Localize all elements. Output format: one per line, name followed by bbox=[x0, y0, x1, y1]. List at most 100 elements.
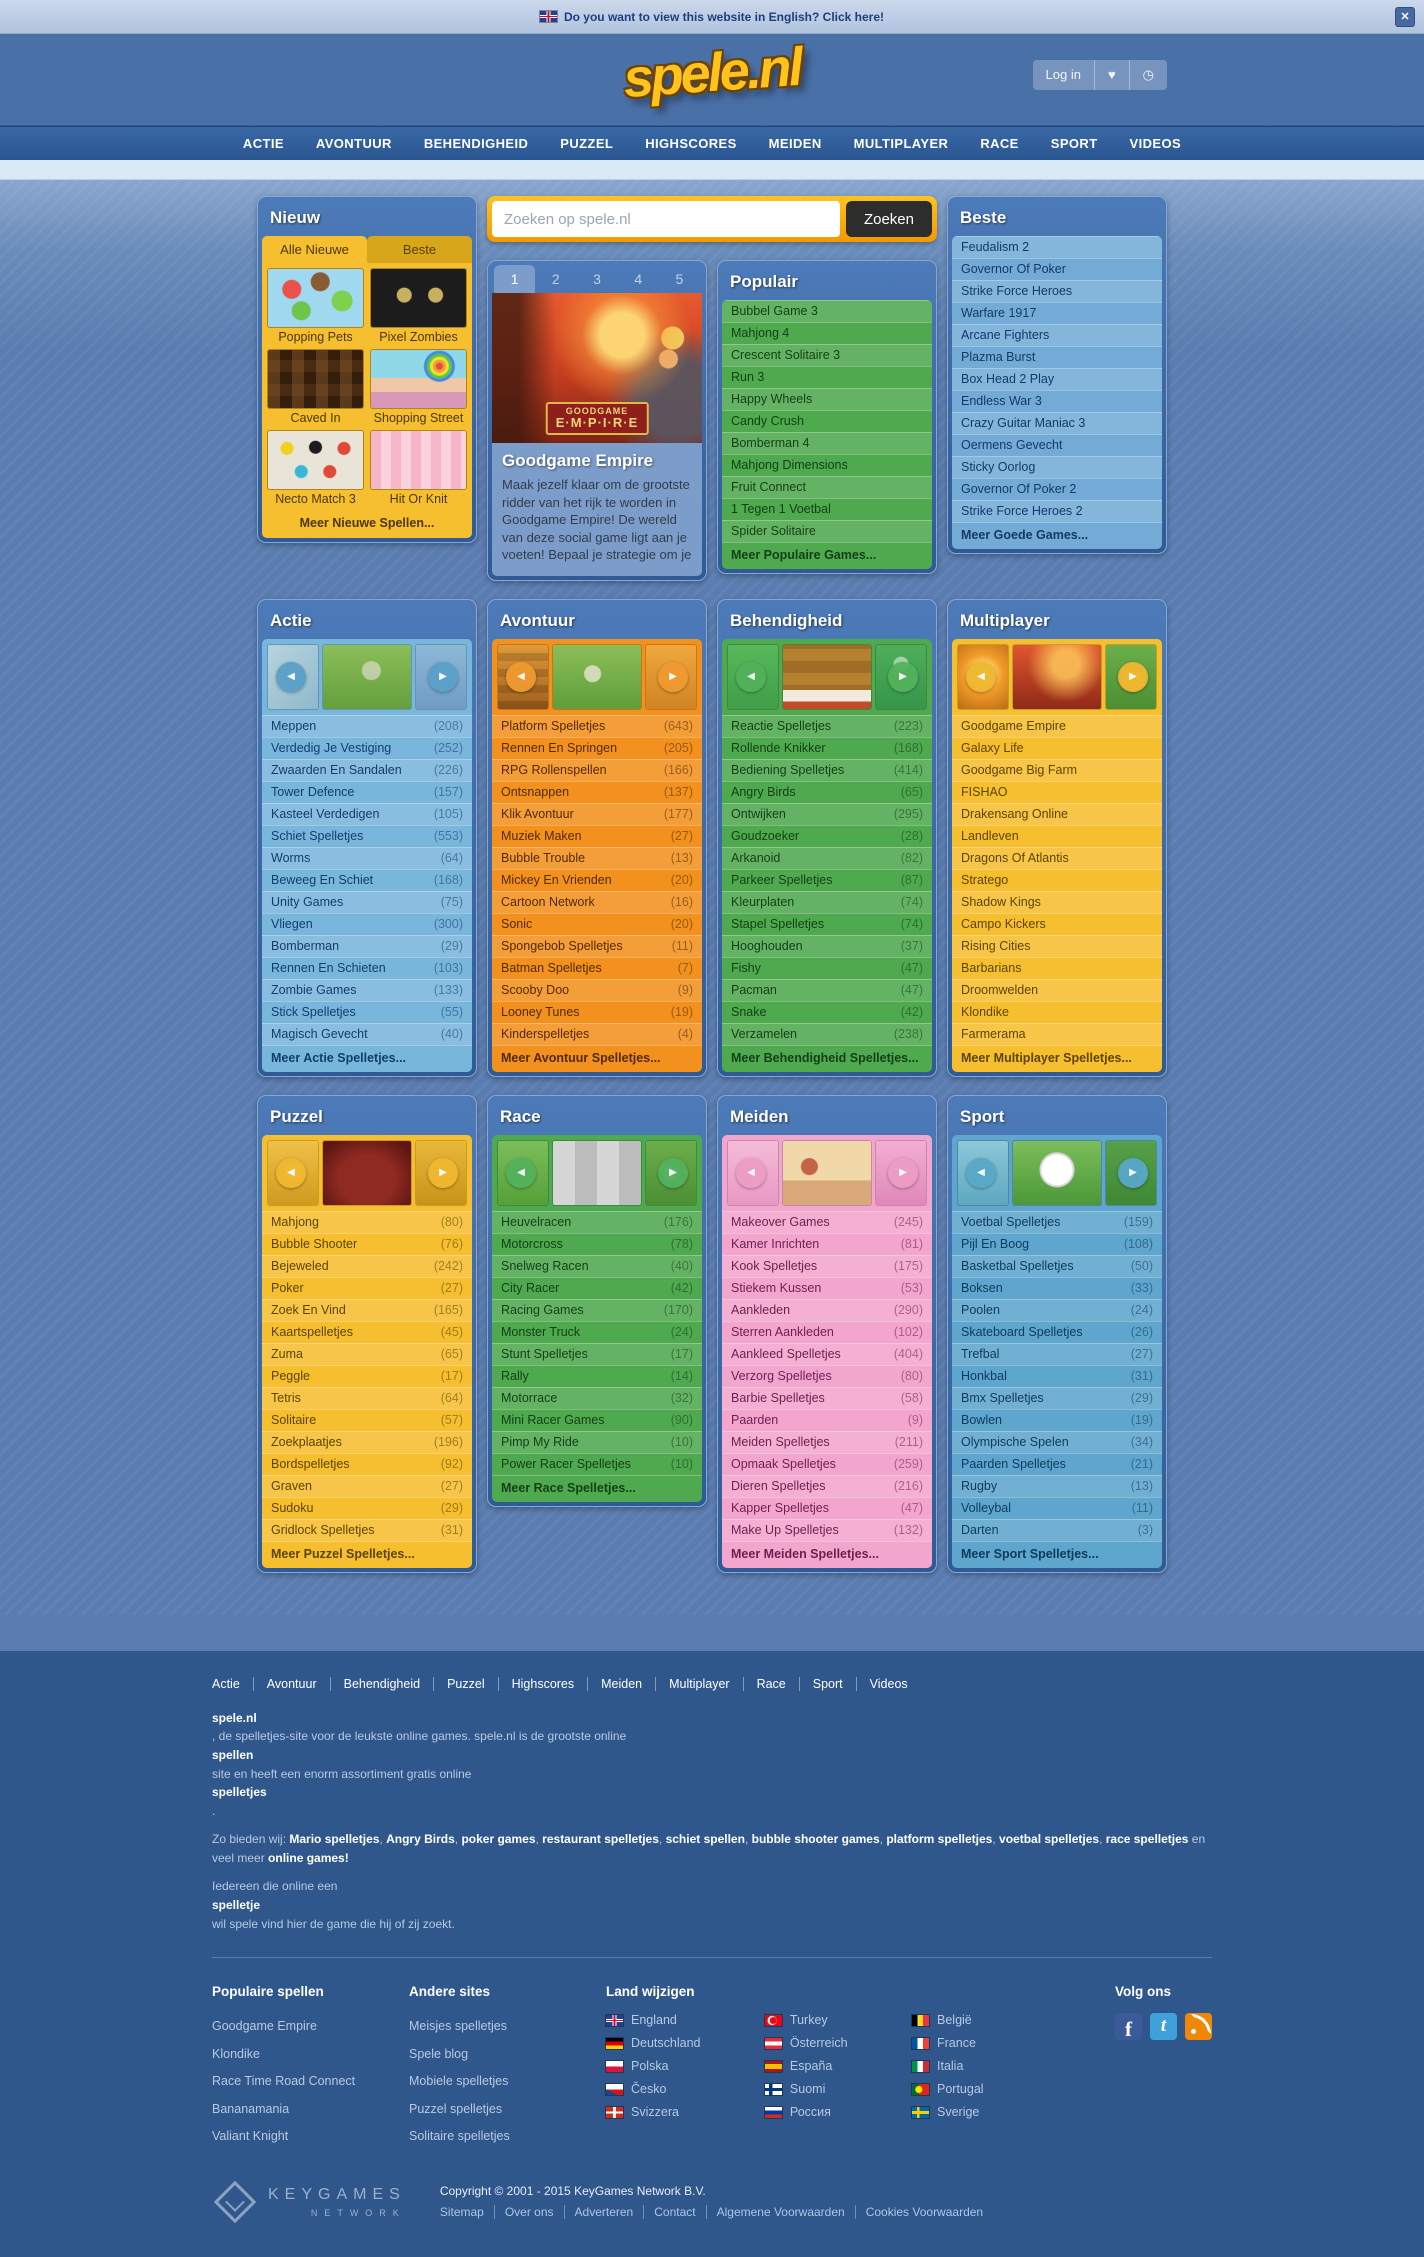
list-item[interactable]: Bomberman 4 bbox=[722, 432, 932, 454]
list-item[interactable]: Meppen (208) bbox=[262, 714, 472, 737]
list-item[interactable]: Strike Force Heroes 2 bbox=[952, 500, 1162, 522]
list-item[interactable]: Box Head 2 Play bbox=[952, 368, 1162, 390]
game-thumbnail[interactable] bbox=[371, 431, 466, 489]
list-item[interactable]: Rally (14) bbox=[492, 1364, 702, 1387]
more-link[interactable]: Meer Actie Spelletjes... bbox=[262, 1044, 472, 1072]
list-item[interactable]: Stunt Spelletjes (17) bbox=[492, 1342, 702, 1365]
list-item[interactable]: Heuvelracen (176) bbox=[492, 1210, 702, 1233]
list-item[interactable]: Skateboard Spelletjes (26) bbox=[952, 1320, 1162, 1343]
list-item[interactable]: Beweeg En Schiet (168) bbox=[262, 868, 472, 891]
carousel-prev-icon[interactable]: ◀ bbox=[506, 661, 536, 692]
list-item[interactable]: Ontwijken (295) bbox=[722, 802, 932, 825]
country-link[interactable]: Sverige bbox=[912, 2105, 1026, 2119]
list-item[interactable]: Stick Spelletjes (55) bbox=[262, 1000, 472, 1023]
featured-tab[interactable]: 2 bbox=[551, 271, 560, 287]
carousel-thumbnail[interactable] bbox=[783, 644, 871, 709]
list-item[interactable]: Spider Solitaire bbox=[722, 520, 932, 542]
list-item[interactable]: Looney Tunes (19) bbox=[492, 1000, 702, 1023]
game-card[interactable]: Popping Pets bbox=[268, 269, 363, 350]
footer-nav-item[interactable]: Meiden bbox=[587, 1676, 642, 1691]
list-item[interactable]: Galaxy Life bbox=[952, 736, 1162, 759]
more-link[interactable]: Meer Populaire Games... bbox=[722, 542, 932, 569]
list-item[interactable]: Sticky Oorlog bbox=[952, 456, 1162, 478]
country-link[interactable]: France bbox=[912, 2036, 1026, 2050]
nav-item[interactable]: ACTIE bbox=[242, 136, 284, 151]
game-thumbnail[interactable] bbox=[268, 431, 363, 489]
country-link[interactable]: Россия bbox=[764, 2105, 890, 2119]
list-item[interactable]: Bowlen (19) bbox=[952, 1408, 1162, 1431]
list-item[interactable]: Kinderspelletjes (4) bbox=[492, 1022, 702, 1045]
country-link[interactable]: Österreich bbox=[764, 2036, 890, 2050]
list-item[interactable]: Goudzoeker (28) bbox=[722, 824, 932, 847]
list-item[interactable]: Motorcross (78) bbox=[492, 1232, 702, 1255]
game-thumbnail[interactable] bbox=[371, 350, 466, 408]
list-item[interactable]: Fruit Connect bbox=[722, 476, 932, 498]
footer-link[interactable]: Goodgame Empire bbox=[212, 2019, 317, 2034]
list-item[interactable]: Zombie Games (133) bbox=[262, 978, 472, 1001]
list-item[interactable]: Governor Of Poker bbox=[952, 258, 1162, 280]
list-item[interactable]: Ontsnappen (137) bbox=[492, 780, 702, 803]
footer-nav-item[interactable]: Avontuur bbox=[252, 1676, 317, 1691]
list-item[interactable]: Oermens Gevecht bbox=[952, 434, 1162, 456]
footer-nav-item[interactable]: Videos bbox=[855, 1676, 908, 1691]
footer-link[interactable]: Klondike bbox=[212, 2046, 260, 2061]
list-item[interactable]: Stratego bbox=[952, 868, 1162, 891]
list-item[interactable]: Endless War 3 bbox=[952, 390, 1162, 412]
list-item[interactable]: Bejeweled (242) bbox=[262, 1254, 472, 1277]
list-item[interactable]: Arcane Fighters bbox=[952, 324, 1162, 346]
carousel-next-icon[interactable]: ▶ bbox=[428, 1157, 458, 1188]
list-item[interactable]: 1 Tegen 1 Voetbal bbox=[722, 498, 932, 520]
country-link[interactable]: Polska bbox=[606, 2059, 743, 2073]
list-item[interactable]: Zuma (65) bbox=[262, 1342, 472, 1365]
list-item[interactable]: Paarden Spelletjes (21) bbox=[952, 1452, 1162, 1475]
list-item[interactable]: Angry Birds (65) bbox=[722, 780, 932, 803]
footer-nav-item[interactable]: Sport bbox=[798, 1676, 843, 1691]
list-item[interactable]: Aankleden (290) bbox=[722, 1298, 932, 1321]
footer-nav-item[interactable]: Multiplayer bbox=[655, 1676, 730, 1691]
footer-nav-item[interactable]: Highscores bbox=[497, 1676, 574, 1691]
list-item[interactable]: Monster Truck (24) bbox=[492, 1320, 702, 1343]
list-item[interactable]: City Racer (42) bbox=[492, 1276, 702, 1299]
carousel-thumbnail[interactable] bbox=[1013, 1140, 1101, 1205]
legal-link[interactable]: Cookies Voorwaarden bbox=[854, 2205, 983, 2220]
list-item[interactable]: Graven (27) bbox=[262, 1474, 472, 1497]
legal-link[interactable]: Sitemap bbox=[439, 2205, 484, 2220]
list-item[interactable]: Barbarians bbox=[952, 956, 1162, 979]
carousel-prev-icon[interactable]: ◀ bbox=[506, 1157, 536, 1188]
country-link[interactable]: Deutschland bbox=[606, 2036, 743, 2050]
list-item[interactable]: Rennen En Springen (205) bbox=[492, 736, 702, 759]
list-item[interactable]: Schiet Spelletjes (553) bbox=[262, 824, 472, 847]
nav-item[interactable]: MEIDEN bbox=[768, 136, 822, 151]
list-item[interactable]: Kaartspelletjes (45) bbox=[262, 1320, 472, 1343]
list-item[interactable]: Mahjong (80) bbox=[262, 1210, 472, 1233]
rss-icon[interactable] bbox=[1185, 2013, 1212, 2041]
list-item[interactable]: Shadow Kings bbox=[952, 890, 1162, 913]
nav-item[interactable]: AVONTUUR bbox=[315, 136, 392, 151]
history-clock-icon[interactable]: ◷ bbox=[1128, 60, 1167, 90]
list-item[interactable]: Motorrace (32) bbox=[492, 1386, 702, 1409]
list-item[interactable]: Muziek Maken (27) bbox=[492, 824, 702, 847]
carousel-next-icon[interactable]: ▶ bbox=[428, 661, 458, 692]
footer-nav-item[interactable]: Race bbox=[742, 1676, 786, 1691]
list-item[interactable]: Feudalism 2 bbox=[952, 236, 1162, 258]
legal-link[interactable]: Algemene Voorwaarden bbox=[705, 2205, 845, 2220]
nav-item[interactable]: RACE bbox=[980, 136, 1019, 151]
country-link[interactable]: España bbox=[764, 2059, 890, 2073]
list-item[interactable]: Verzorg Spelletjes (80) bbox=[722, 1364, 932, 1387]
list-item[interactable]: Kamer Inrichten (81) bbox=[722, 1232, 932, 1255]
list-item[interactable]: Dragons Of Atlantis bbox=[952, 846, 1162, 869]
site-logo[interactable]: spele.nl bbox=[621, 36, 803, 110]
carousel-thumbnail[interactable] bbox=[553, 1140, 641, 1205]
list-item[interactable]: Bubble Trouble (13) bbox=[492, 846, 702, 869]
footer-nav-item[interactable]: Actie bbox=[212, 1676, 240, 1691]
list-item[interactable]: Landleven bbox=[952, 824, 1162, 847]
list-item[interactable]: Bediening Spelletjes (414) bbox=[722, 758, 932, 781]
list-item[interactable]: Mahjong 4 bbox=[722, 322, 932, 344]
featured-game-title[interactable]: Goodgame Empire bbox=[502, 451, 654, 470]
list-item[interactable]: Candy Crush bbox=[722, 410, 932, 432]
list-item[interactable]: Reactie Spelletjes (223) bbox=[722, 714, 932, 737]
nav-item[interactable]: SPORT bbox=[1050, 136, 1098, 151]
more-link[interactable]: Meer Puzzel Spelletjes... bbox=[262, 1540, 472, 1568]
list-item[interactable]: Snelweg Racen (40) bbox=[492, 1254, 702, 1277]
list-item[interactable]: Aankleed Spelletjes (404) bbox=[722, 1342, 932, 1365]
